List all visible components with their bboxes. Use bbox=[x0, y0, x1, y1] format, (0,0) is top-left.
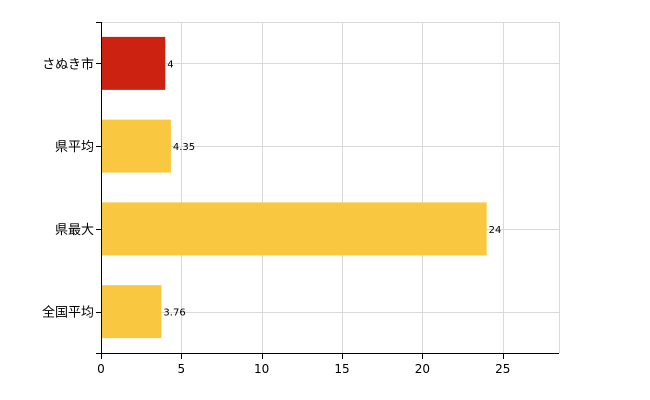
x-tick-label: 0 bbox=[97, 362, 105, 376]
bar bbox=[101, 36, 166, 90]
category-label: さぬき市 bbox=[42, 56, 94, 72]
bar bbox=[101, 202, 487, 256]
x-tick-label: 15 bbox=[334, 362, 349, 376]
data-label: 3.76 bbox=[163, 308, 185, 319]
category-label: 県最大 bbox=[55, 223, 94, 238]
data-label: 24 bbox=[489, 225, 502, 236]
x-tick-label: 10 bbox=[254, 362, 269, 376]
x-tick-label: 5 bbox=[178, 362, 186, 376]
axes bbox=[96, 22, 559, 359]
data-label: 4.35 bbox=[173, 142, 195, 153]
x-tick-label: 25 bbox=[495, 362, 510, 376]
bar bbox=[101, 119, 171, 173]
grid-lines bbox=[101, 22, 560, 353]
bar bbox=[101, 285, 162, 339]
x-tick-label: 20 bbox=[415, 362, 430, 376]
category-label: 全国平均 bbox=[42, 305, 94, 321]
data-label: 4 bbox=[167, 59, 173, 70]
category-label: 県平均 bbox=[55, 140, 94, 155]
bars bbox=[101, 36, 487, 339]
